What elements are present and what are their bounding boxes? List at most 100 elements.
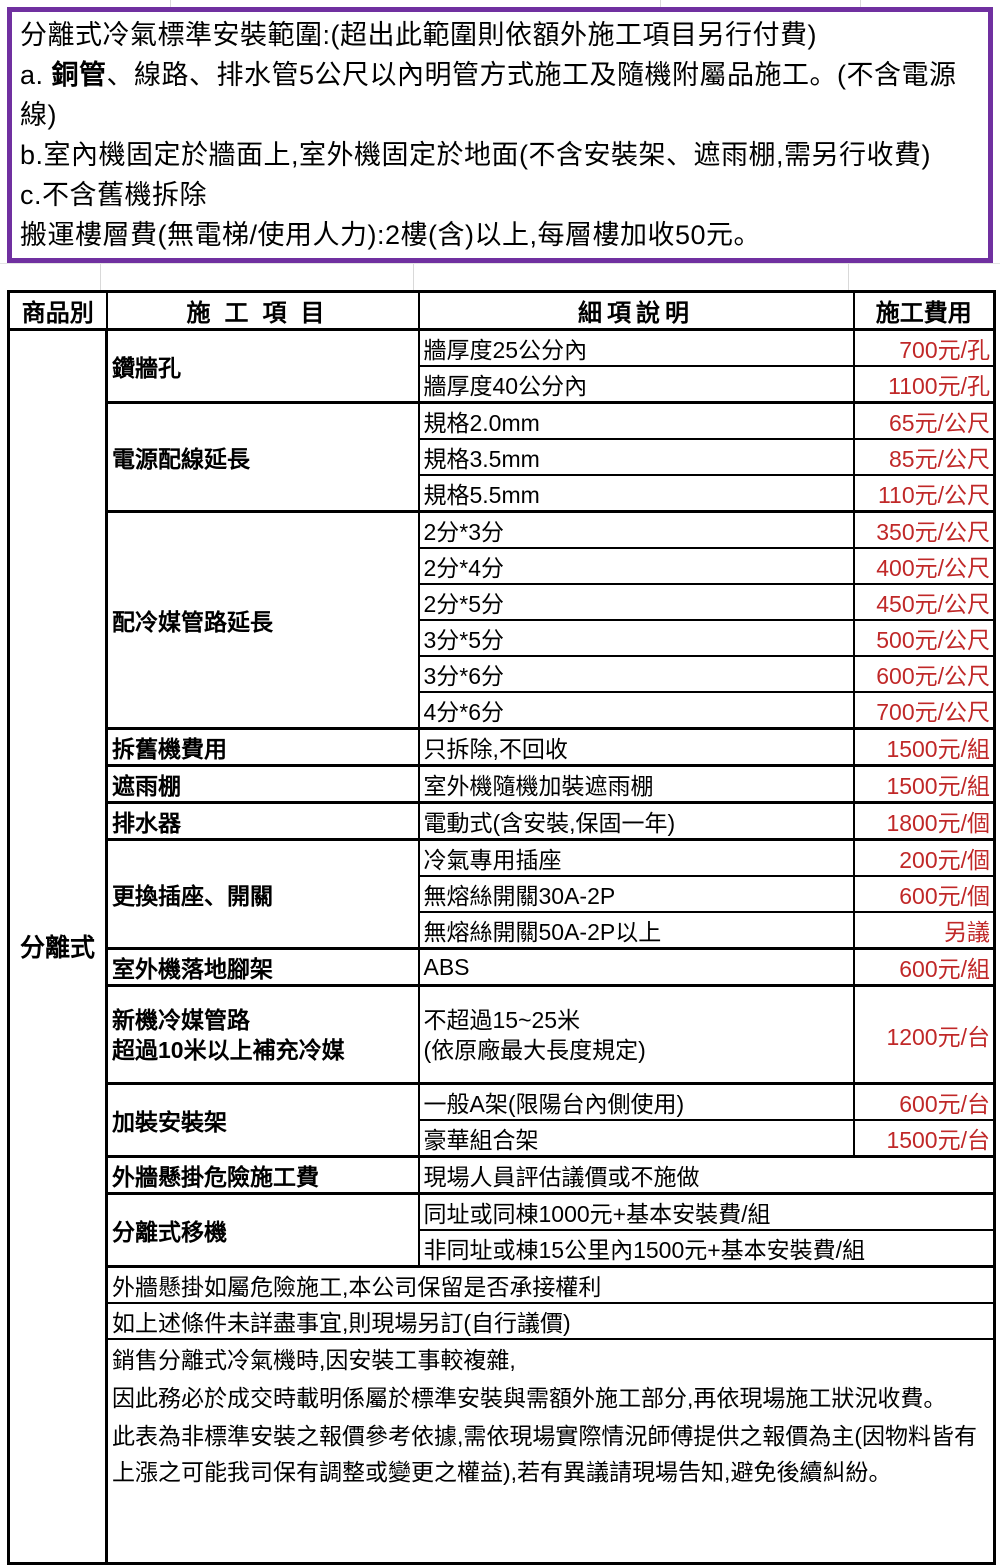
- note-row: 外牆懸掛如屬危險施工,本公司保留是否承接權利: [9, 1265, 996, 1304]
- table-row: 非同址或棟15公里內1500元+基本安裝費/組: [9, 1229, 996, 1268]
- item-cell-outdoor-stand: 室外機落地腳架: [105, 947, 420, 987]
- desc-cell: 2分*3分: [417, 510, 855, 549]
- item-cell-socket-switch: 更換插座、開關: [105, 838, 420, 950]
- table-row: 拆舊機費用 只拆除,不回收 1500元/組: [9, 727, 996, 767]
- desc-cell: 規格3.5mm: [417, 438, 855, 476]
- footer-paragraph-1: 銷售分離式冷氣機時,因安裝工事較複雜,: [112, 1347, 516, 1373]
- notice-item-c: c.不含舊機拆除: [20, 180, 208, 210]
- table-row: 更換插座、開關 冷氣專用插座 200元/個: [9, 838, 996, 950]
- header-construction-fee: 施工費用: [852, 290, 996, 331]
- desc-cell: 牆厚度25公分內: [417, 328, 855, 367]
- table-row: 新機冷媒管路 超過10米以上補充冷媒 不超過15~25米 (依原廠最大長度規定)…: [9, 984, 996, 1085]
- table-row: 加裝安裝架 一般A架(限陽台內側使用) 600元/台: [9, 1082, 996, 1158]
- header-product-category: 商品別: [7, 290, 108, 331]
- desc-cell: 現場人員評估議價或不施做: [417, 1155, 996, 1195]
- notice-item-b: b.室內機固定於牆面上,室外機固定於地面(不含安裝架、遮雨棚,需另行收費): [20, 140, 932, 170]
- fee-cell: 1200元/台: [852, 984, 996, 1085]
- desc-cell: 3分*5分: [417, 619, 855, 657]
- fee-cell: 200元/個: [852, 838, 996, 877]
- fee-cell: 350元/公尺: [852, 510, 996, 549]
- notice-item-a-prefix: a.: [20, 60, 52, 90]
- table-row: 電源配線延長 規格2.0mm 65元/公尺: [9, 401, 996, 513]
- fee-cell: 1500元/台: [852, 1119, 996, 1158]
- desc-cell: 3分*6分: [417, 655, 855, 693]
- item-cell-relocation: 分離式移機: [105, 1192, 420, 1268]
- header-detail-description: 細項說明: [417, 290, 855, 331]
- table-row: 分離式 鑽牆孔 牆厚度25公分內 700元/孔: [7, 328, 996, 1564]
- item-cell-drill-wall: 鑽牆孔: [105, 328, 420, 404]
- fee-cell: 400元/公尺: [852, 547, 996, 585]
- desc-cell: 規格5.5mm: [417, 474, 855, 513]
- footer-paragraph-2: 因此務必於成交時載明係屬於標準安裝與需額外施工部分,再依現場施工狀況收費。: [112, 1385, 947, 1411]
- table-row: 2分*4分 400元/公尺: [9, 547, 996, 585]
- desc-cell: 非同址或棟15公里內1500元+基本安裝費/組: [417, 1229, 996, 1268]
- price-table: 商品別 施工項目 細項說明 施工費用 分離式 鑽牆孔 牆厚度25公分內 700元…: [7, 290, 996, 1565]
- desc-cell: 不超過15~25米 (依原廠最大長度規定): [417, 984, 855, 1085]
- desc-cell: 無熔絲開關50A-2P以上: [417, 911, 855, 950]
- footer-row: 銷售分離式冷氣機時,因安裝工事較複雜, 因此務必於成交時載明係屬於標準安裝與需額…: [9, 1338, 996, 1564]
- table-row: 室外機落地腳架 ABS 600元/組: [9, 947, 996, 987]
- table-row: 配冷媒管路延長 2分*3分 350元/公尺: [9, 510, 996, 730]
- desc-cell: 冷氣專用插座: [417, 838, 855, 877]
- desc-cell: 一般A架(限陽台內側使用): [417, 1082, 855, 1121]
- notice-item-a: a. 銅管、線路、排水管5公尺以內明管方式施工及隨機附屬品施工。(不含電源線): [20, 55, 982, 135]
- note-cell-risk-reservation: 外牆懸掛如屬危險施工,本公司保留是否承接權利: [105, 1265, 996, 1304]
- installation-notice-box: 分離式冷氣標準安裝範圍:(超出此範圍則依額外施工項目另行付費) a. 銅管、線路…: [7, 7, 993, 263]
- desc-cell: 牆厚度40公分內: [417, 365, 855, 404]
- item-cell-refrigerant-pipe: 配冷媒管路延長: [105, 510, 420, 730]
- desc-line-1: 不超過15~25米: [423, 1006, 581, 1033]
- notice-item-a-bold: 銅管: [51, 60, 107, 90]
- gridline-strip-top: [0, 0, 1000, 7]
- table-header-row: 商品別 施工項目 細項說明 施工費用: [7, 290, 996, 331]
- table-row: 3分*5分 500元/公尺: [9, 619, 996, 657]
- item-cell-exterior-wall-risk: 外牆懸掛危險施工費: [105, 1155, 420, 1195]
- table-row: 2分*5分 450元/公尺: [9, 583, 996, 621]
- table-row: 排水器 電動式(含安裝,保固一年) 1800元/個: [9, 801, 996, 841]
- item-line-2: 超過10米以上補充冷媒: [112, 1036, 345, 1063]
- notice-title: 分離式冷氣標準安裝範圍:(超出此範圍則依額外施工項目另行付費): [20, 20, 817, 50]
- notice-item-a-rest: 、線路、排水管5公尺以內明管方式施工及隨機附屬品施工。(不含電源線): [20, 60, 957, 130]
- gridline-strip-gap: [0, 263, 1000, 290]
- item-cell-drain-pump: 排水器: [105, 801, 420, 841]
- fee-cell: 600元/個: [852, 875, 996, 913]
- table-row: 豪華組合架 1500元/台: [9, 1119, 996, 1158]
- table-row: 分離式移機 同址或同棟1000元+基本安裝費/組: [9, 1192, 996, 1268]
- table-row: 牆厚度40公分內 1100元/孔: [9, 365, 996, 404]
- item-line-1: 新機冷媒管路: [112, 1006, 250, 1033]
- desc-line-2: (依原廠最大長度規定): [423, 1036, 646, 1063]
- category-cell: 分離式: [7, 328, 108, 1564]
- fee-cell: 110元/公尺: [852, 474, 996, 513]
- fee-cell: 700元/公尺: [852, 691, 996, 730]
- desc-cell: ABS: [417, 947, 855, 987]
- fee-cell: 700元/孔: [852, 328, 996, 367]
- item-cell-rain-shelter: 遮雨棚: [105, 764, 420, 804]
- desc-cell: 電動式(含安裝,保固一年): [417, 801, 855, 841]
- table-row: 規格5.5mm 110元/公尺: [9, 474, 996, 513]
- fee-cell: 450元/公尺: [852, 583, 996, 621]
- header-construction-item: 施工項目: [105, 290, 420, 331]
- desc-cell: 同址或同棟1000元+基本安裝費/組: [417, 1192, 996, 1231]
- table-row: 無熔絲開關50A-2P以上 另議: [9, 911, 996, 950]
- note-cell-unlisted-conditions: 如上述條件未詳盡事宜,則現場另訂(自行議價): [105, 1302, 996, 1340]
- desc-cell: 2分*5分: [417, 583, 855, 621]
- fee-cell: 1800元/個: [852, 801, 996, 841]
- table-row: 遮雨棚 室外機隨機加裝遮雨棚 1500元/組: [9, 764, 996, 804]
- footer-cell: 銷售分離式冷氣機時,因安裝工事較複雜, 因此務必於成交時載明係屬於標準安裝與需額…: [105, 1338, 996, 1564]
- table-row: 3分*6分 600元/公尺: [9, 655, 996, 693]
- fee-cell: 600元/組: [852, 947, 996, 987]
- desc-cell: 室外機隨機加裝遮雨棚: [417, 764, 855, 804]
- table-row: 外牆懸掛危險施工費 現場人員評估議價或不施做: [9, 1155, 996, 1195]
- fee-cell: 600元/台: [852, 1082, 996, 1121]
- footer-paragraph-3: 此表為非標準安裝之報價參考依據,需依現場實際情況師傅提供之報價為主(因物料皆有上…: [112, 1423, 978, 1485]
- item-cell-mounting-bracket: 加裝安裝架: [105, 1082, 420, 1158]
- table-row: 規格3.5mm 85元/公尺: [9, 438, 996, 476]
- item-cell-old-unit-removal: 拆舊機費用: [105, 727, 420, 767]
- fee-cell: 1500元/組: [852, 727, 996, 767]
- desc-cell: 4分*6分: [417, 691, 855, 730]
- item-cell-refrigerant-refill: 新機冷媒管路 超過10米以上補充冷媒: [105, 984, 420, 1085]
- fee-cell: 500元/公尺: [852, 619, 996, 657]
- table-row: 4分*6分 700元/公尺: [9, 691, 996, 730]
- notice-moving-fee: 搬運樓層費(無電梯/使用人力):2樓(含)以上,每層樓加收50元。: [20, 220, 762, 250]
- desc-cell: 只拆除,不回收: [417, 727, 855, 767]
- fee-cell: 1100元/孔: [852, 365, 996, 404]
